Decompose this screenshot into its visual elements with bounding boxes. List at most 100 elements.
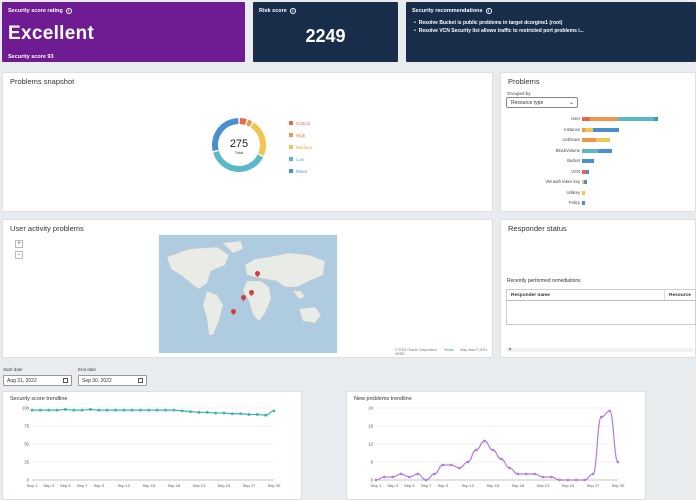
zoom-out-button[interactable]: − — [15, 251, 23, 259]
legend-item-medium[interactable]: Medium — [289, 141, 312, 153]
end-date-input[interactable]: Sep 30, 2022 — [78, 375, 147, 386]
data-point[interactable] — [374, 478, 378, 482]
data-point[interactable] — [416, 472, 420, 476]
data-point[interactable] — [272, 409, 276, 413]
bar-row[interactable]: Instance — [506, 127, 686, 132]
data-point[interactable] — [30, 408, 34, 412]
data-point[interactable] — [72, 408, 76, 412]
bar-segment[interactable] — [582, 117, 590, 121]
bar-row[interactable]: VCN — [506, 169, 686, 174]
data-point[interactable] — [382, 475, 386, 479]
legend-item-low[interactable]: Low — [289, 153, 312, 165]
data-point[interactable] — [508, 466, 511, 470]
data-point[interactable] — [55, 408, 59, 412]
bar-segment[interactable] — [596, 138, 610, 142]
bar-segment[interactable] — [586, 169, 589, 174]
data-point[interactable] — [172, 408, 176, 412]
data-point[interactable] — [449, 463, 453, 467]
bar-row[interactable]: Bucket — [506, 158, 686, 163]
donut-segment-critical[interactable] — [239, 118, 247, 125]
data-point[interactable] — [499, 457, 503, 461]
bar-segment[interactable] — [584, 180, 587, 184]
data-point[interactable] — [474, 448, 478, 452]
bar-row[interactable]: UdiKey — [506, 190, 686, 195]
donut-segment-high[interactable] — [246, 119, 253, 127]
bar-segment[interactable] — [582, 127, 585, 132]
bar-segment[interactable] — [585, 127, 593, 132]
data-point[interactable] — [391, 475, 395, 479]
terms-link[interactable]: Terms — [443, 348, 454, 352]
bar-segment[interactable] — [593, 127, 619, 132]
bar-segment[interactable] — [582, 138, 596, 142]
world-map[interactable] — [159, 235, 337, 353]
data-point[interactable] — [139, 408, 142, 412]
column-responder-name[interactable]: Responder name — [507, 290, 665, 300]
data-point[interactable] — [105, 408, 109, 412]
data-point[interactable] — [155, 408, 159, 412]
zoom-in-button[interactable]: + — [15, 240, 23, 248]
data-point[interactable] — [441, 463, 445, 467]
data-point[interactable] — [491, 448, 495, 452]
data-point[interactable] — [63, 408, 67, 411]
data-point[interactable] — [583, 478, 587, 482]
bar-row[interactable]: Unknown — [506, 137, 686, 142]
data-point[interactable] — [399, 472, 403, 476]
data-point[interactable] — [247, 413, 251, 416]
data-point[interactable] — [130, 408, 134, 412]
bar-row[interactable]: User — [506, 116, 686, 121]
legend-item-high[interactable]: High — [289, 129, 312, 141]
donut-segment-medium[interactable] — [250, 122, 266, 156]
data-point[interactable] — [222, 411, 226, 415]
data-point[interactable] — [599, 415, 603, 419]
data-point[interactable] — [608, 409, 612, 413]
data-point[interactable] — [524, 472, 528, 476]
bar-segment[interactable] — [590, 117, 618, 121]
data-point[interactable] — [574, 478, 578, 482]
data-point[interactable] — [458, 466, 461, 470]
bar-segment[interactable] — [582, 148, 598, 153]
recommendation-item[interactable]: Resolve Bucket is public problems in tar… — [414, 19, 584, 27]
info-icon[interactable]: i — [65, 8, 72, 14]
data-point[interactable] — [483, 439, 486, 443]
bar-segment[interactable] — [598, 148, 612, 153]
calendar-icon[interactable] — [138, 378, 143, 383]
data-point[interactable] — [239, 412, 243, 416]
group-by-select[interactable]: Resource type ⌄ — [506, 97, 578, 108]
data-point[interactable] — [433, 472, 436, 476]
data-point[interactable] — [47, 408, 51, 412]
data-point[interactable] — [189, 410, 192, 413]
data-point[interactable] — [255, 413, 259, 416]
data-point[interactable] — [197, 410, 201, 414]
start-date-input[interactable]: Aug 31, 2022 — [3, 375, 72, 386]
data-point[interactable] — [80, 408, 84, 412]
data-point[interactable] — [549, 475, 553, 479]
legend-item-minor[interactable]: Minor — [289, 165, 312, 177]
bar-row[interactable]: VM auth token key — [506, 179, 686, 184]
bar-segment[interactable] — [618, 117, 654, 121]
bar-segment[interactable] — [582, 190, 585, 195]
donut-segment-minor[interactable] — [212, 118, 239, 152]
bar-segment[interactable] — [654, 117, 658, 121]
data-point[interactable] — [424, 478, 428, 482]
data-point[interactable] — [180, 409, 184, 413]
data-point[interactable] — [38, 408, 42, 412]
legend-item-critical[interactable]: Critical — [289, 117, 312, 129]
bar-segment[interactable] — [582, 169, 586, 174]
info-icon[interactable]: i — [289, 8, 296, 14]
data-point[interactable] — [466, 460, 470, 464]
recommendation-item[interactable]: Resolve VCN Security list allows traffic… — [414, 27, 584, 35]
data-point[interactable] — [230, 412, 234, 416]
data-point[interactable] — [533, 472, 536, 476]
info-icon[interactable]: i — [485, 8, 492, 14]
data-point[interactable] — [97, 408, 101, 412]
donut-segment-low[interactable] — [213, 150, 264, 172]
data-point[interactable] — [164, 408, 167, 412]
data-point[interactable] — [264, 413, 268, 417]
data-point[interactable] — [114, 408, 117, 412]
column-resource[interactable]: Resource — [669, 293, 691, 298]
bar-row[interactable]: BlockVolume — [506, 148, 686, 153]
data-point[interactable] — [122, 408, 126, 412]
data-point[interactable] — [89, 408, 92, 411]
bar-segment[interactable] — [582, 159, 594, 163]
data-point[interactable] — [616, 460, 620, 464]
